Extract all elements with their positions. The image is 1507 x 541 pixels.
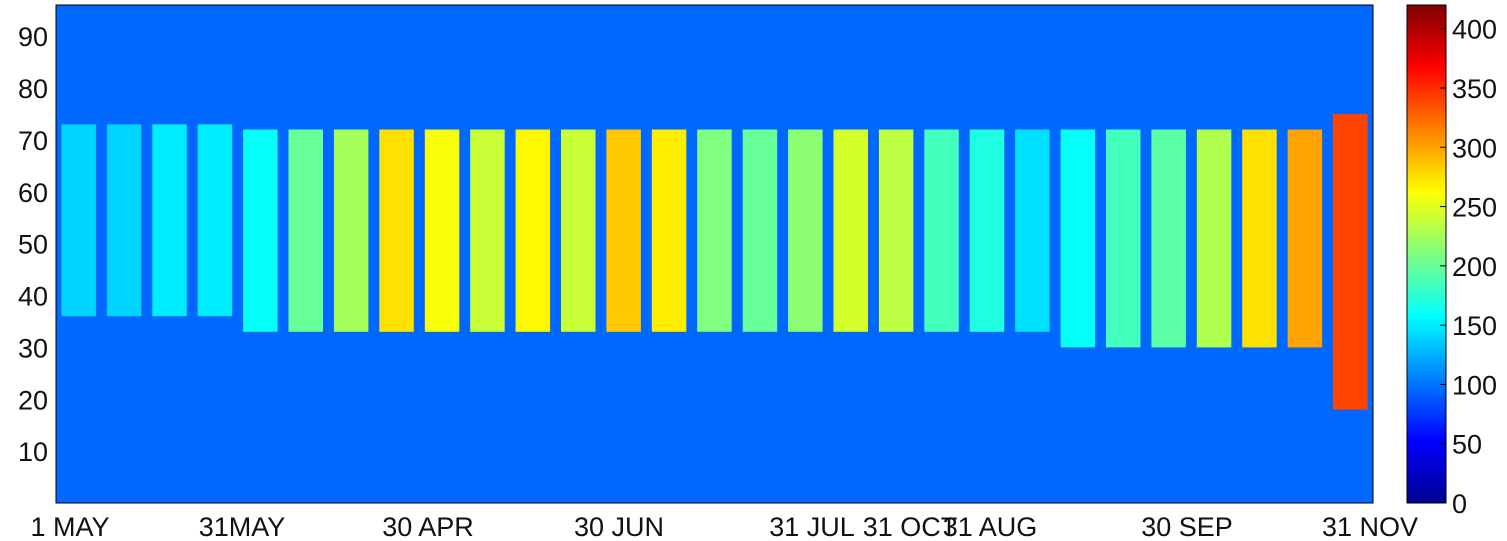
heatmap-band — [152, 124, 187, 317]
colorbar-tick-label: 300 — [1452, 133, 1497, 163]
heatmap-band — [379, 129, 414, 332]
heatmap-band — [61, 124, 96, 317]
heatmap-band — [424, 129, 460, 332]
y-tick-label: 50 — [18, 230, 48, 260]
colorbar-tick-label: 350 — [1452, 74, 1497, 104]
heatmap-band — [742, 129, 778, 332]
y-tick-label: 40 — [18, 282, 48, 312]
colorbar-gradient — [1406, 4, 1447, 504]
y-tick-label: 90 — [18, 22, 48, 52]
x-tick-label: 30 APR — [382, 512, 474, 541]
heatmap-band — [697, 129, 732, 332]
heatmap-band — [924, 129, 959, 332]
x-tick-label: 31 NOV — [1322, 512, 1418, 541]
heatmap-band — [1151, 129, 1186, 348]
plot-frame — [55, 4, 1374, 504]
colorbar: 0 50 100 150 200 250 300 350 400 — [1406, 4, 1497, 519]
colorbar-tick-label: 200 — [1452, 252, 1497, 282]
heatmap-band — [1015, 129, 1050, 332]
heatmap-band — [197, 124, 233, 317]
colorbar-tick-label: 0 — [1452, 489, 1467, 519]
heatmap-band — [515, 129, 551, 332]
heatmap-band — [833, 129, 868, 332]
colorbar-tick-label: 50 — [1452, 430, 1482, 460]
heatmap-band — [606, 129, 641, 332]
heatmap-band — [1287, 129, 1323, 348]
y-tick-label: 60 — [18, 178, 48, 208]
heatmap-band — [561, 129, 596, 332]
y-tick-label: 20 — [18, 385, 48, 415]
heatmap-band — [106, 124, 142, 317]
x-tick-label: 31 AUG — [943, 512, 1038, 541]
x-tick-label: 31 JUL — [769, 512, 855, 541]
heatmap-band — [1196, 129, 1232, 348]
y-tick-label: 10 — [18, 437, 48, 467]
x-tick-label: 30 JUN — [574, 512, 664, 541]
colorbar-tick-label: 400 — [1452, 15, 1497, 45]
heatmap-band — [470, 129, 505, 332]
x-tick-label: 1 MAY — [30, 512, 109, 541]
plot-area — [55, 4, 1374, 504]
heatmap-band — [1106, 129, 1141, 348]
y-tick-label: 80 — [18, 74, 48, 104]
colorbar-tick-label: 100 — [1452, 370, 1497, 400]
heatmap-band — [288, 129, 323, 332]
heatmap-band — [1242, 129, 1277, 348]
heatmap-band — [1333, 113, 1368, 410]
x-tick-label: 31MAY — [199, 512, 286, 541]
heatmap-band — [969, 129, 1005, 332]
x-tick-label: 30 SEP — [1141, 512, 1233, 541]
y-tick-label: 70 — [18, 126, 48, 156]
y-tick-label: 30 — [18, 333, 48, 363]
heatmap-band — [878, 129, 914, 332]
colorbar-tick-label: 150 — [1452, 311, 1497, 341]
x-tick-label: 31 OCT — [863, 512, 958, 541]
heatmap-band — [788, 129, 823, 332]
heatmap-band — [651, 129, 687, 332]
heatmap-band — [243, 129, 278, 332]
y-axis-ticks: 10 20 30 40 50 60 70 80 90 — [18, 22, 48, 467]
heatmap-band — [1060, 129, 1096, 348]
heatmap-band — [333, 129, 369, 332]
colorbar-tick-label: 250 — [1452, 193, 1497, 223]
